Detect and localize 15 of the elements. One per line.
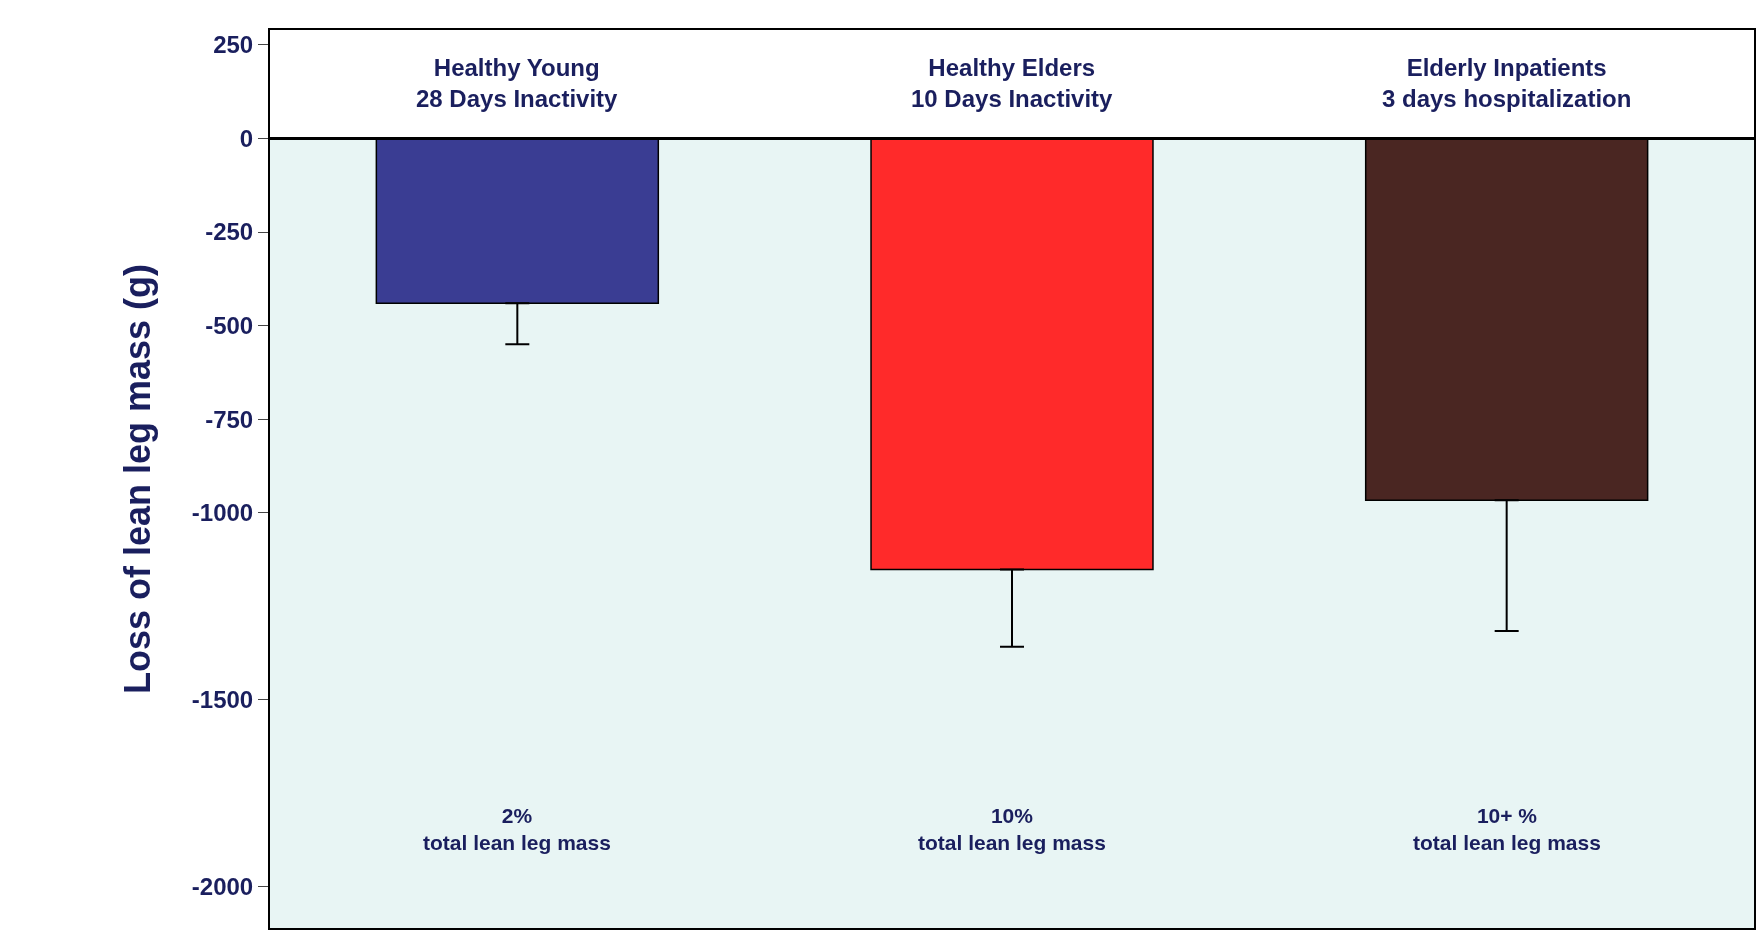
y-tick-label: -250: [205, 218, 254, 246]
annotation: 2% total lean leg mass: [423, 804, 611, 855]
x-tick-label: Elderly Inpatients 3 days hospitalization: [1382, 54, 1632, 113]
y-tick-label: -2000: [191, 873, 254, 901]
y-axis-title: Loss of lean leg mass (g): [117, 263, 159, 695]
annotation: 10+ % total lean leg mass: [1413, 804, 1601, 855]
x-tick-label: Healthy Elders 10 Days Inactivity: [911, 54, 1114, 113]
annotation: 10% total lean leg mass: [918, 804, 1106, 855]
y-tick-label: -1000: [191, 499, 254, 527]
y-tick-label: -500: [205, 311, 254, 339]
y-tick-label: -750: [205, 405, 254, 433]
y-tick-label: 0: [239, 124, 254, 152]
y-tick-label: 250: [213, 31, 254, 59]
y-tick-label: -1500: [191, 686, 254, 714]
x-tick-label: Healthy Young 28 Days Inactivity: [416, 54, 619, 113]
